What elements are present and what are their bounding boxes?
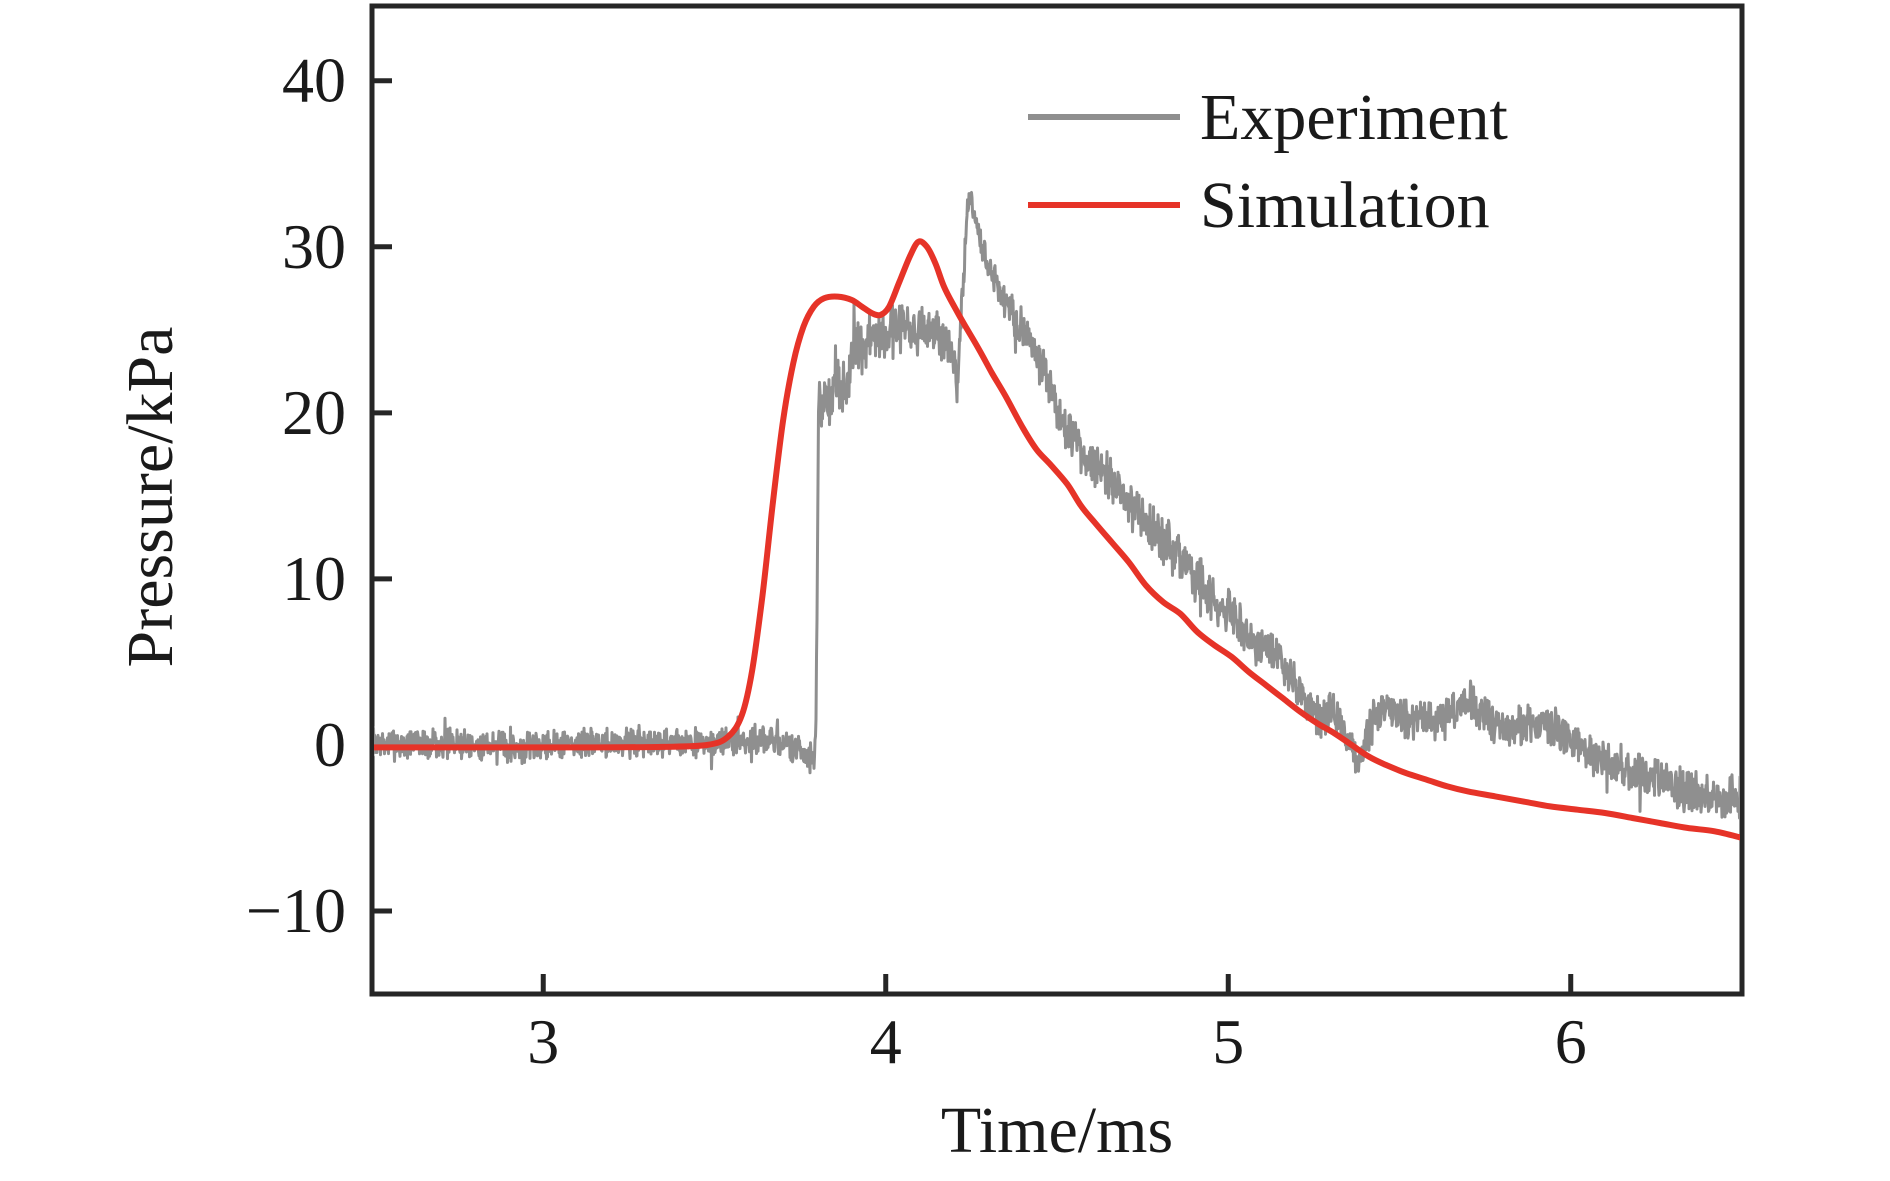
simulation-curve [374,238,1740,841]
axis-ticks: 3 4 5 6 −10 0 10 20 30 40 [246,45,1587,1077]
plot-border [369,3,1745,997]
x-axis-title: Time/ms [941,1094,1173,1167]
curves-layer [374,191,1740,841]
y-tick-label: 0 [314,709,346,780]
x-tick-label: 4 [870,1006,902,1077]
y-tick-label: 10 [282,543,346,614]
x-tick-label: 6 [1555,1006,1587,1077]
legend-label-simulation: Simulation [1200,169,1490,242]
y-tick-label: 40 [282,45,346,116]
experiment-curve [374,191,1740,820]
y-tick-label: −10 [246,875,346,946]
x-tick-label: 3 [527,1006,559,1077]
y-tick-label: 20 [282,377,346,448]
legend: Experiment Simulation [1028,81,1508,242]
legend-label-experiment: Experiment [1200,81,1508,154]
y-tick-label: 30 [282,211,346,282]
y-axis-title: Pressure/kPa [114,327,187,668]
x-tick-label: 5 [1212,1006,1244,1077]
